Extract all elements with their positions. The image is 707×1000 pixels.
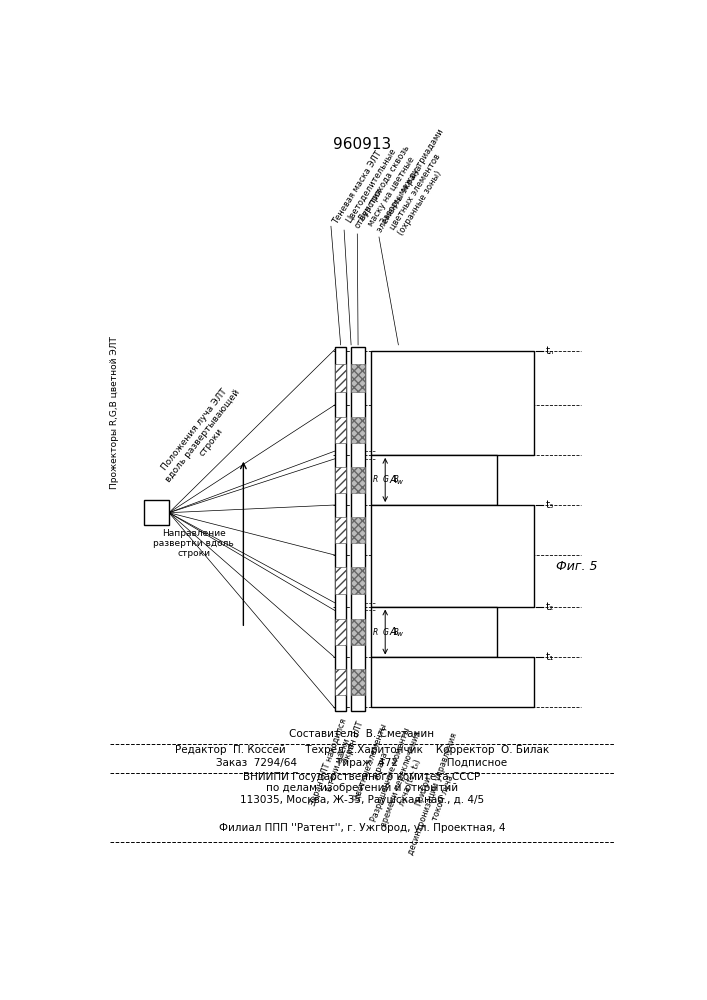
Text: Луч прохода сквозь
маску на цветные
элементы экрана: Луч прохода сквозь маску на цветные элем… [357, 144, 429, 234]
Bar [335, 567, 346, 594]
Text: $A_w$: $A_w$ [389, 473, 404, 487]
Text: Разрешенные моменты
времени переключения
луча (t₁ - tₙ): Разрешенные моменты времени переключения… [369, 726, 432, 831]
Bar [371, 505, 534, 607]
Text: tₙ: tₙ [546, 346, 554, 356]
Text: $A_w$: $A_w$ [389, 625, 404, 639]
Bar [371, 351, 534, 455]
Bar [351, 619, 365, 645]
Bar [351, 669, 365, 695]
Text: Филиал ППП ''Pатент'', г. Ужгород, ул. Проектная, 4: Филиал ППП ''Pатент'', г. Ужгород, ул. П… [218, 823, 506, 833]
Bar [351, 567, 365, 594]
Bar [351, 517, 365, 543]
Text: t₃: t₃ [546, 500, 554, 510]
Text: t₂: t₂ [546, 602, 554, 612]
Text: Заказ  7294/64            Тираж  472               Подписное: Заказ 7294/64 Тираж 472 Подписное [216, 758, 508, 768]
Bar [335, 417, 346, 443]
Text: Экран ЭЛТ находился
в тени маски: Экран ЭЛТ находился в тени маски [308, 717, 358, 810]
Bar [335, 517, 346, 543]
Text: по делам изобретений и открытий: по делам изобретений и открытий [266, 783, 458, 793]
Text: 960913: 960913 [333, 137, 391, 152]
Text: Фиг. 5: Фиг. 5 [556, 560, 597, 573]
Text: Цветоделительные
отверстия: Цветоделительные отверстия [344, 146, 407, 230]
Text: Составитель  В. Сметанин: Составитель В. Сметанин [289, 729, 435, 739]
Text: R  G  B: R G B [373, 628, 399, 637]
Text: ВНИИПИ Государственного комитета СССР: ВНИИПИ Государственного комитета СССР [243, 772, 481, 782]
Text: R  G  B: R G B [373, 475, 399, 484]
Text: Теневая маска ЭЛТ: Теневая маска ЭЛТ [331, 150, 383, 226]
Text: Направление
развертки вдоль
строки: Направление развертки вдоль строки [153, 529, 234, 558]
Bar [371, 657, 534, 707]
Bar [335, 467, 346, 493]
Bar [335, 364, 346, 392]
Bar [351, 417, 365, 443]
Text: Редактор  П. Коссей      Техред Е.Харитончик    Корректор  О. Билак: Редактор П. Коссей Техред Е.Харитончик К… [175, 745, 549, 755]
Bar [335, 347, 346, 711]
Text: Положения луча ЭЛТ
вдоль развертывающей
строки: Положения луча ЭЛТ вдоль развертывающей … [156, 381, 250, 490]
Text: Экран ЭЛТ: Экран ЭЛТ [341, 721, 366, 765]
Text: Притри
десинхронизации управления
током луча: Притри десинхронизации управления током … [397, 728, 469, 860]
Text: 113035, Москва, Ж-35, Раушская наб., д. 4/5: 113035, Москва, Ж-35, Раушская наб., д. … [240, 795, 484, 805]
Text: Зазоры между триадами
цветных элементов
(охранные зоны): Зазоры между триадами цветных элементов … [379, 127, 463, 237]
Text: Цветные элементы
экрана: Цветные элементы экрана [352, 722, 398, 806]
Bar [351, 467, 365, 493]
Text: t₁: t₁ [546, 652, 554, 662]
Bar [371, 607, 497, 657]
Bar [371, 455, 497, 505]
Bar [351, 347, 365, 711]
Text: Прожекторы R,G,B цветной ЭЛТ: Прожекторы R,G,B цветной ЭЛТ [110, 336, 119, 489]
Bar [335, 669, 346, 695]
Bar [335, 619, 346, 645]
Bar [351, 364, 365, 392]
Bar [144, 500, 169, 525]
